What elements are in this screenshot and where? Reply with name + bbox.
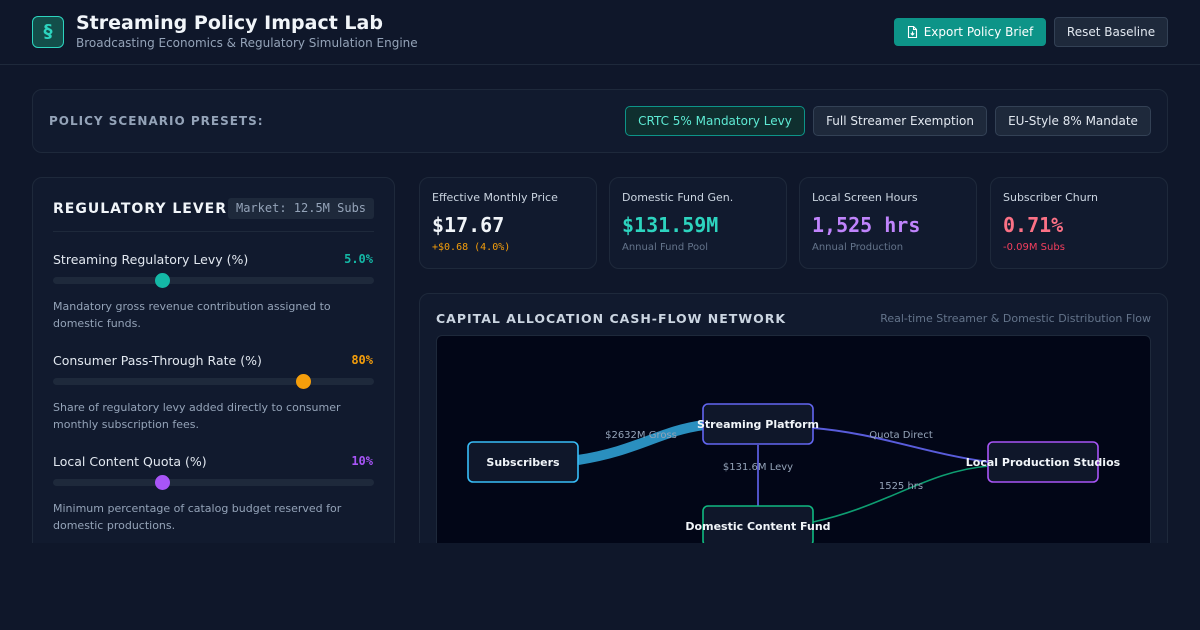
kpi-value: $131.59M	[622, 213, 719, 237]
reset-baseline-button[interactable]: Reset Baseline	[1054, 17, 1168, 47]
preset-eu-mandate-button[interactable]: EU-Style 8% Mandate	[995, 106, 1151, 136]
node-local-production-studios[interactable]: Local Production Studios	[966, 441, 1121, 483]
flow-subtitle: Real-time Streamer & Domestic Distributi…	[880, 312, 1151, 325]
node-studios-label: Local Production Studios	[966, 456, 1121, 469]
quota-lever-label: Local Content Quota (%)	[53, 454, 207, 469]
preset-full-exemption-button[interactable]: Full Streamer Exemption	[813, 106, 987, 136]
cash-flow-network-panel: CAPITAL ALLOCATION CASH-FLOW NETWORK Rea…	[419, 293, 1168, 557]
edge-label-hours: 1525 hrs	[879, 481, 923, 492]
kpi-subtext: Annual Fund Pool	[622, 242, 709, 253]
kpi-subtext: -0.09M Subs	[1003, 242, 1065, 253]
edge-label-levy: $131.6M Levy	[723, 462, 793, 473]
kpi-subtext: Annual Production	[812, 242, 904, 253]
levers-divider	[53, 231, 374, 232]
edge-subscribers-platform	[577, 420, 705, 465]
pass-through-lever-value: 80%	[351, 353, 373, 367]
edge-platform-studios	[812, 427, 990, 463]
node-subscribers-label: Subscribers	[486, 456, 560, 469]
edge-fund-studios	[812, 465, 990, 523]
levy-lever-value: 5.0%	[344, 252, 373, 266]
export-button-label: Export Policy Brief	[923, 25, 1034, 39]
pass-through-slider-thumb[interactable]	[295, 374, 311, 389]
kpi-value: 1,525 hrs	[812, 213, 921, 237]
kpi-card-subscriber-churn: Subscriber Churn 0.71% -0.09M Subs	[990, 177, 1168, 269]
market-badge: Market: 12.5M Subs	[228, 198, 374, 219]
regulatory-levers-panel: REGULATORY LEVERS Market: 12.5M Subs Str…	[32, 177, 395, 557]
node-streaming-platform[interactable]: Streaming Platform	[697, 403, 819, 445]
quota-lever-description: Minimum percentage of catalog budget res…	[53, 502, 342, 532]
levy-slider-thumb[interactable]	[154, 273, 170, 288]
levy-lever-label: Streaming Regulatory Levy (%)	[53, 252, 249, 267]
levy-lever-description: Mandatory gross revenue contribution ass…	[53, 300, 331, 330]
kpi-card-monthly-price: Effective Monthly Price $17.67 +$0.68 (4…	[419, 177, 597, 269]
section-sign-logo-icon: §	[32, 16, 64, 48]
kpi-label: Local Screen Hours	[812, 191, 918, 204]
policy-presets-panel: POLICY SCENARIO PRESETS: CRTC 5% Mandato…	[32, 89, 1168, 153]
quota-slider-thumb[interactable]	[154, 475, 170, 490]
quota-lever-value: 10%	[351, 454, 373, 468]
kpi-subtext: +$0.68 (4.0%)	[432, 242, 511, 253]
preset-crtc-levy-button[interactable]: CRTC 5% Mandatory Levy	[625, 106, 805, 136]
kpi-card-fund-generation: Domestic Fund Gen. $131.59M Annual Fund …	[609, 177, 787, 269]
viewport-bottom-band	[0, 543, 1200, 630]
kpi-label: Domestic Fund Gen.	[622, 191, 734, 204]
edge-label-quota: Quota Direct	[869, 430, 933, 441]
flow-title: CAPITAL ALLOCATION CASH-FLOW NETWORK	[436, 311, 787, 326]
export-policy-brief-button[interactable]: Export Policy Brief	[894, 18, 1046, 46]
node-platform-label: Streaming Platform	[697, 418, 819, 431]
levy-slider[interactable]	[53, 273, 374, 288]
pass-through-lever-description: Share of regulatory levy added directly …	[53, 401, 341, 431]
node-subscribers[interactable]: Subscribers	[467, 441, 579, 483]
flow-diagram-canvas: $2632M Gross Quota Direct $131.6M Levy 1…	[436, 335, 1151, 556]
kpi-value: 0.71%	[1003, 213, 1064, 237]
quota-slider[interactable]	[53, 475, 374, 490]
pass-through-slider[interactable]	[53, 374, 374, 389]
kpi-card-screen-hours: Local Screen Hours 1,525 hrs Annual Prod…	[799, 177, 977, 269]
app-subtitle: Broadcasting Economics & Regulatory Simu…	[76, 36, 418, 50]
document-export-icon	[907, 26, 917, 38]
node-domestic-content-fund[interactable]: Domestic Content Fund	[685, 505, 831, 547]
app-header: § Streaming Policy Impact Lab Broadcasti…	[0, 0, 1200, 65]
pass-through-lever-label: Consumer Pass-Through Rate (%)	[53, 353, 262, 368]
presets-label: POLICY SCENARIO PRESETS:	[49, 114, 264, 128]
flow-diagram-svg: $2632M Gross Quota Direct $131.6M Levy 1…	[467, 403, 1121, 547]
kpi-label: Subscriber Churn	[1003, 191, 1098, 204]
levers-title: REGULATORY LEVERS	[53, 201, 239, 217]
app-title: Streaming Policy Impact Lab	[76, 12, 383, 34]
kpi-label: Effective Monthly Price	[432, 191, 558, 204]
edge-label-gross: $2632M Gross	[605, 430, 677, 441]
node-fund-label: Domestic Content Fund	[685, 520, 830, 533]
kpi-value: $17.67	[432, 213, 505, 237]
